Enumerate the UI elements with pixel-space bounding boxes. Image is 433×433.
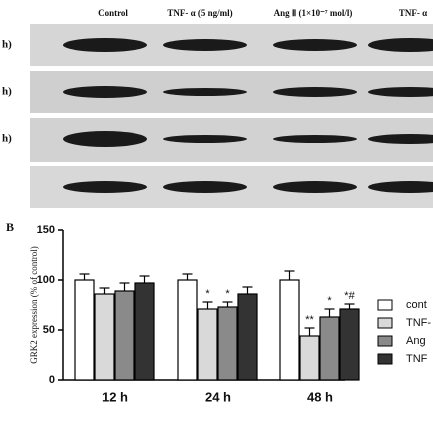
bar — [339, 308, 360, 381]
blot-band — [163, 39, 247, 51]
x-tick-label: 12 h — [102, 389, 128, 404]
significance-mark: *# — [344, 290, 355, 302]
significance-mark: ** — [305, 314, 314, 326]
column-label: TNF- α (5 ng/ml) — [167, 8, 232, 18]
row-label: h) — [2, 133, 12, 145]
blot-band — [63, 131, 147, 147]
significance-mark: * — [327, 295, 332, 307]
bar — [134, 282, 155, 381]
bar — [319, 316, 340, 381]
blot-band — [368, 181, 433, 193]
column-label: Ang Ⅱ (1×10⁻⁷ mol/l) — [274, 8, 353, 18]
legend-swatch — [377, 353, 393, 365]
blot-band — [368, 38, 433, 52]
bar — [237, 293, 258, 381]
x-tick-label: 24 h — [205, 389, 231, 404]
legend-swatch — [377, 317, 393, 329]
blot-band — [273, 181, 357, 193]
blot-band — [163, 88, 247, 96]
legend-swatch — [377, 299, 393, 311]
legend-label: Ang — [406, 335, 426, 347]
column-label: TNF- α — [399, 8, 427, 18]
y-tick-label: 150 — [37, 224, 55, 236]
legend-label: TNF- — [406, 317, 431, 329]
blot-band — [63, 181, 147, 193]
row-label: h) — [2, 39, 12, 51]
panel-label: B — [6, 220, 14, 234]
blot-band — [368, 87, 433, 97]
y-tick-label: 50 — [43, 324, 55, 336]
bar — [177, 279, 198, 381]
significance-mark: * — [205, 288, 210, 300]
blot-band — [163, 181, 247, 193]
legend-label: TNF — [406, 353, 428, 365]
significance-mark: * — [225, 288, 230, 300]
bar — [74, 279, 95, 381]
bar — [299, 335, 320, 381]
bar — [217, 306, 238, 381]
blot-band — [63, 38, 147, 52]
blot-panel — [30, 24, 433, 208]
x-tick-label: 48 h — [307, 389, 333, 404]
bar — [197, 308, 218, 381]
legend-label: cont — [406, 299, 427, 311]
blot-band — [163, 135, 247, 143]
blot-band — [273, 39, 357, 51]
y-tick-label: 0 — [49, 374, 55, 386]
blot-band — [273, 135, 357, 143]
legend-swatch — [377, 335, 393, 347]
column-label: Control — [98, 8, 128, 18]
blot-band — [63, 86, 147, 98]
y-axis-label: GRK2 expression (% of control) — [29, 246, 39, 363]
y-tick-label: 100 — [37, 274, 55, 286]
bar — [279, 279, 300, 381]
bar — [94, 293, 115, 381]
row-label: h) — [2, 86, 12, 98]
bar — [114, 290, 135, 381]
blot-band — [273, 87, 357, 97]
blot-band — [368, 134, 433, 144]
